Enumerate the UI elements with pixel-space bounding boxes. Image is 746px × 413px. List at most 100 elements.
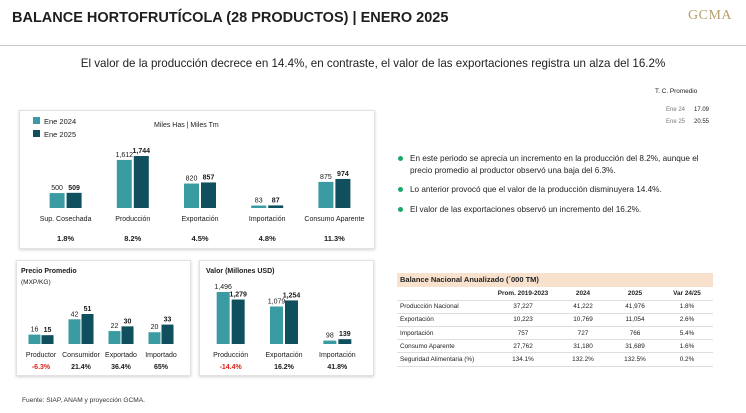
- table-cell: 31,180: [557, 339, 609, 354]
- bullet-dot-icon: [398, 206, 403, 212]
- bullet-dot-icon: [398, 187, 403, 192]
- main-chart-panel: Miles Has | Miles Tm Ene 2024 Ene 2025 500 5…: [19, 110, 375, 249]
- table-cell: 0.2%: [661, 352, 713, 367]
- change-label: 1.8%: [57, 234, 74, 243]
- change-label: 11.3%: [324, 234, 345, 243]
- data-label: 83: [255, 198, 263, 205]
- table-row-label: Consumo Aparente: [397, 339, 489, 354]
- table-cell: 27,762: [489, 339, 557, 354]
- page-title: BALANCE HORTOFRUTÍCOLA (28 PRODUCTOS) | …: [12, 10, 449, 26]
- table-row-label: Seguridad Alimentaria (%): [397, 352, 489, 367]
- table-row: Seguridad Alimentaria (%) 134.1% 132.2% 132…: [397, 352, 713, 367]
- price-chart-panel: Precio Promedio (MXP/KG) 16 15 Productor -6.3…: [16, 260, 191, 376]
- category-label: Exportado: [105, 352, 137, 359]
- data-label: 16: [31, 327, 39, 334]
- legend-swatch: [33, 130, 40, 137]
- tipo-cambio-title: T. C. Promedio: [655, 88, 698, 95]
- balance-table-header: Prom. 2019-2023 2024 2025 Var 24/25: [397, 287, 713, 301]
- bar: [251, 205, 267, 208]
- category-label: Productor: [26, 352, 57, 359]
- table-cell: 1.6%: [661, 339, 713, 354]
- bar: [318, 181, 334, 208]
- bar: [116, 159, 132, 208]
- change-label: 36.4%: [111, 364, 132, 371]
- tipo-cambio-label: Ene 24: [666, 107, 686, 113]
- tipo-cambio-label: Ene 25: [666, 119, 686, 125]
- change-label: 16.2%: [274, 364, 295, 371]
- table-cell: 727: [557, 326, 609, 341]
- data-label: 98: [326, 333, 334, 340]
- data-label: 30: [124, 318, 132, 325]
- table-cell: 5.4%: [661, 326, 713, 341]
- table-row: Consumo Aparente 27,762 31,180 31,689 1.6%: [397, 339, 713, 354]
- table-header-cell: [397, 287, 489, 301]
- data-label: 1,279: [229, 292, 247, 299]
- category-label: Importado: [145, 352, 177, 359]
- bullet-item: En este periodo se aprecia un incremento…: [397, 153, 719, 176]
- table-cell: 132.2%: [557, 352, 609, 367]
- bullet-text: Lo anterior provocó que el valor de la p…: [410, 185, 662, 194]
- page-subtitle: El valor de la producción decrece en 14.…: [80, 57, 666, 70]
- bar: [66, 192, 82, 208]
- bar: [108, 331, 121, 344]
- data-label: 857: [203, 174, 215, 181]
- category-label: Exportación: [266, 352, 303, 359]
- data-label: 974: [337, 171, 349, 178]
- table-row: Importación 757 727 766 5.4%: [397, 326, 713, 341]
- bar: [133, 156, 149, 208]
- change-label: 41.8%: [327, 364, 348, 371]
- bar: [268, 205, 284, 208]
- change-label: -14.4%: [220, 364, 243, 371]
- table-cell: 766: [609, 326, 661, 341]
- category-label: Exportación: [182, 216, 219, 223]
- bar: [121, 326, 134, 344]
- gcma-logo: GCMA: [688, 8, 733, 23]
- value-chart-panel: Valor (Millones USD) 1,496 1,279 Producción…: [199, 260, 374, 376]
- table-row-label: Importación: [397, 326, 489, 341]
- table-cell: 41,222: [557, 300, 609, 314]
- data-label: 51: [84, 306, 92, 313]
- tipo-cambio-value: 17.09: [694, 107, 710, 113]
- summary-bullets: En este periodo se aprecia un incremento…: [397, 153, 719, 223]
- change-label: 4.8%: [259, 234, 276, 243]
- table-row: Producción Nacional 37,227 41,222 41,976 1.8…: [397, 300, 713, 314]
- data-label: 1,612: [116, 152, 134, 159]
- bar: [338, 339, 352, 344]
- data-label: 42: [71, 311, 79, 318]
- chart-title: Precio Promedio: [21, 268, 77, 275]
- bar: [335, 178, 351, 208]
- table-row-label: Producción Nacional: [397, 300, 489, 314]
- legend-label: Ene 2025: [44, 130, 76, 139]
- table-cell: 1.8%: [661, 300, 713, 314]
- table-cell: 10,223: [489, 313, 557, 328]
- table-header-cell: Prom. 2019-2023: [489, 287, 557, 301]
- data-label: 87: [272, 197, 280, 204]
- table-cell: 11,054: [609, 313, 661, 328]
- table-header-cell: 2024: [557, 287, 609, 301]
- legend-label: Ene 2024: [44, 117, 76, 126]
- bar: [161, 324, 174, 344]
- table-cell: 757: [489, 326, 557, 341]
- table-cell: 31,689: [609, 339, 661, 354]
- bullet-item: Lo anterior provocó que el valor de la p…: [397, 184, 719, 196]
- table-cell: 10,769: [557, 313, 609, 328]
- data-label: 500: [51, 185, 63, 192]
- change-label: 8.2%: [124, 234, 141, 243]
- bar: [81, 314, 94, 344]
- data-label: 1,744: [133, 148, 151, 155]
- bar: [41, 335, 54, 344]
- bullet-item: El valor de las exportaciones observó un…: [397, 204, 719, 216]
- bar: [68, 319, 81, 344]
- tipo-cambio-row: Ene 24 17.09: [666, 107, 709, 113]
- bar: [270, 306, 283, 344]
- category-label: Consumidor: [62, 352, 100, 359]
- table-header-cell: Var 24/25: [661, 287, 713, 301]
- table-cell: 2.6%: [661, 313, 713, 328]
- balance-table-title: Balance Nacional Anualizado (´000 TM): [397, 273, 713, 287]
- bar: [231, 299, 245, 344]
- bar: [216, 292, 230, 344]
- table-cell: 132.5%: [609, 352, 661, 367]
- bullet-text: El valor de las exportaciones observó un…: [410, 204, 642, 214]
- tipo-cambio-value: 20.55: [694, 119, 710, 125]
- data-label: 20: [151, 324, 159, 331]
